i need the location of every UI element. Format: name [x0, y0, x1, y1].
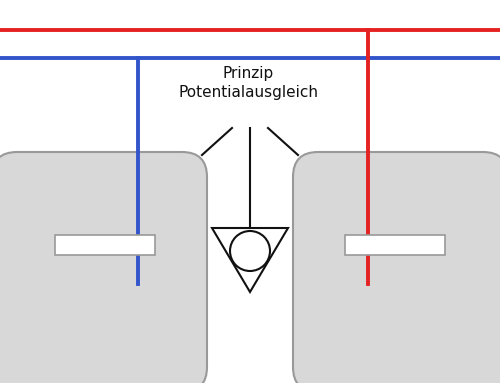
FancyBboxPatch shape [55, 235, 155, 255]
FancyBboxPatch shape [345, 235, 445, 255]
FancyBboxPatch shape [0, 152, 207, 383]
FancyBboxPatch shape [293, 152, 500, 383]
Text: Prinzip
Potentialausgleich: Prinzip Potentialausgleich [178, 66, 318, 100]
Circle shape [230, 231, 270, 271]
